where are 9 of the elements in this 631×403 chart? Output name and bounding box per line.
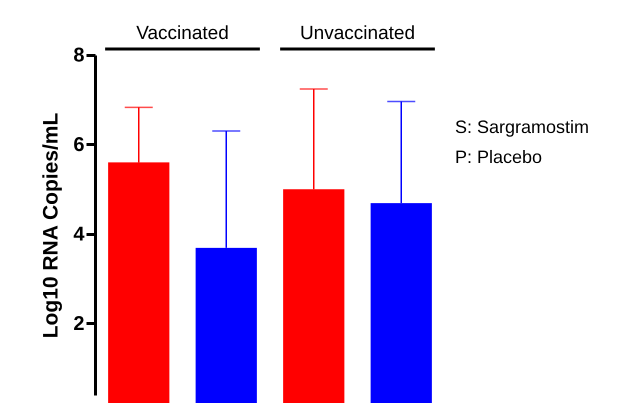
y-tick-label: 2 <box>73 312 84 335</box>
y-tick-label: 8 <box>73 44 84 66</box>
y-tick-label: 4 <box>73 223 86 246</box>
y-tick-label: 6 <box>73 134 84 156</box>
text: Vaccinated <box>136 23 229 44</box>
text: P: Placebo <box>455 147 542 167</box>
text: Unvaccinated <box>300 23 416 44</box>
text: S: Sargramostim <box>455 117 590 137</box>
y-axis-title: Log10 RNA Copies/mL <box>39 112 62 338</box>
